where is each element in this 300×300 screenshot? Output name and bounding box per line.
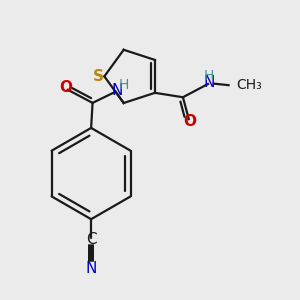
Text: H: H (204, 69, 214, 83)
Text: N: N (111, 83, 122, 98)
Text: CH₃: CH₃ (236, 79, 262, 92)
Text: H: H (118, 78, 129, 92)
Text: S: S (92, 69, 104, 84)
Text: N: N (85, 261, 97, 276)
Text: O: O (183, 114, 196, 129)
Text: N: N (203, 75, 214, 90)
Text: O: O (60, 80, 73, 95)
Text: C: C (86, 232, 96, 247)
